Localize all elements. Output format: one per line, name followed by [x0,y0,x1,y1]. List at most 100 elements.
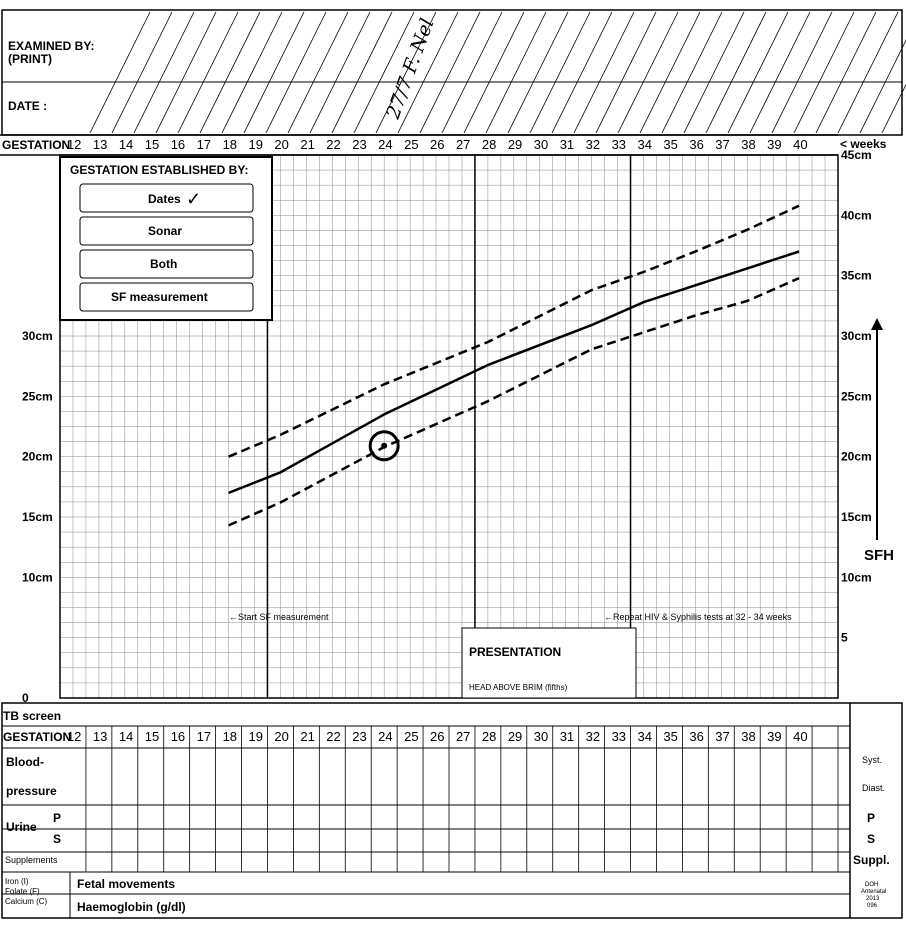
week-label: 24 [378,137,392,152]
head-above-brim-label: HEAD ABOVE BRIM (fifths) [469,683,568,692]
hatch-line [771,11,833,134]
lower-week-label: 16 [171,729,185,744]
header-border [1,9,903,136]
print-label: (PRINT) [8,52,52,66]
sfh-label: SFH [864,547,894,564]
option-both[interactable] [79,249,254,279]
iron-label: Iron (I) [5,877,29,886]
hatch-line [89,11,151,134]
right-tick: 45cm [841,148,872,162]
week-label: 26 [430,137,444,152]
right-tick: 40cm [841,208,872,222]
lower-table [1,702,903,919]
supplements-label: Supplements [5,855,58,865]
week-label: 12 [67,137,81,152]
sfh-arrow: SFH [864,318,894,564]
week-label: 23 [352,137,366,152]
lower-week-label: 24 [378,729,392,744]
lower-week-label: 14 [119,729,133,744]
suppl-label: Suppl. [853,853,890,867]
week-label: 29 [508,137,522,152]
presentation-title: PRESENTATION [469,645,561,659]
lower-week-label: 35 [663,729,677,744]
left-tick: 25cm [22,389,53,403]
week-label: 18 [223,137,237,152]
option-sf-measurement[interactable] [79,282,254,312]
lower-week-label: 32 [586,729,600,744]
left-tick: 30cm [22,329,53,343]
hatch-line [177,11,239,134]
right-tick: 25cm [841,389,872,403]
hatch-line [529,11,591,134]
form-code-3: 2013 [866,896,880,902]
lower-week-label: 20 [274,729,288,744]
blood-label: Blood- [6,755,44,769]
lower-week-label: 22 [326,729,340,744]
option-both-label: Both [150,257,177,271]
week-label: 25 [404,137,418,152]
hatch-line [551,11,613,134]
lower-week-label: 36 [689,729,703,744]
sfh-point [381,442,388,449]
urine-label: Urine [6,820,37,834]
weeks-label: < weeks [840,137,887,151]
hatch-line [199,11,261,134]
calcium-label: Calcium (C) [5,897,48,906]
start-sf-note: ←Start SF measurement [229,612,329,622]
week-label: 31 [560,137,574,152]
hatch-line [309,11,371,134]
lower-week-label: 27 [456,729,470,744]
lower-week-label: 28 [482,729,496,744]
right-axis-ticks: 45cm 40cm 35cm 30cm 25cm 20cm 15cm 10cm 5 [841,148,872,645]
hatch-line [639,11,701,134]
lower-week-label: 17 [197,729,211,744]
lower-week-label: 18 [223,729,237,744]
lower-week-label: 40 [793,729,807,744]
week-label: 32 [586,137,600,152]
option-sonar[interactable] [79,216,254,246]
week-label: 36 [689,137,703,152]
gestation-row-label: GESTATION [3,730,71,744]
diast-label: Diast. [862,783,885,793]
hatch-line [287,11,349,134]
pressure-label: pressure [6,784,57,798]
week-label: 35 [663,137,677,152]
week-label: 27 [456,137,470,152]
gestation-box-title: GESTATION ESTABLISHED BY: [70,163,248,177]
week-label: 30 [534,137,548,152]
option-dates[interactable] [79,183,254,213]
urine-p-label: P [53,811,61,825]
syst-label: Syst. [862,755,882,765]
curve-layer [228,204,800,527]
lower-week-label: 25 [404,729,418,744]
urine-s-label: S [53,832,61,846]
hatch-line [243,11,305,134]
hatch-line [133,11,195,134]
lower-week-label: 33 [612,729,626,744]
haemoglobin-label: Haemoglobin (g/dl) [77,900,186,914]
top-week-labels: 12 13 14 15 16 17 18 19 20 21 22 23 24 25 26 27 28 29 30 31… [67,137,808,152]
gestation-axis-label: GESTATION [2,138,70,152]
hatch-line [463,11,525,134]
lower-table-labels: TB screen GESTATION 12 13 14 15 16 17 18 19 20 21… [3,709,890,914]
lower-week-label: 12 [67,729,81,744]
folate-label: Folate (F) [5,887,40,896]
left-tick: 0 [22,691,29,705]
week-label: 20 [274,137,288,152]
hatch-line [419,11,481,134]
form-code-2: Antenatal [861,889,886,895]
header-hatching [1,9,906,136]
form-code-1: DOH [865,882,878,888]
week-label: 39 [767,137,781,152]
curve-line-0 [228,250,800,495]
right-tick: 20cm [841,450,872,464]
fetal-movements-label: Fetal movements [77,877,175,891]
week-label: 21 [300,137,314,152]
week-label: 16 [171,137,185,152]
header-section: EXAMINED BY: (PRINT) DATE : 27/7 F. Nel [1,9,906,136]
lower-week-label: 21 [300,729,314,744]
lower-week-label: 30 [534,729,548,744]
left-tick: 10cm [22,570,53,584]
hatch-line [155,11,217,134]
